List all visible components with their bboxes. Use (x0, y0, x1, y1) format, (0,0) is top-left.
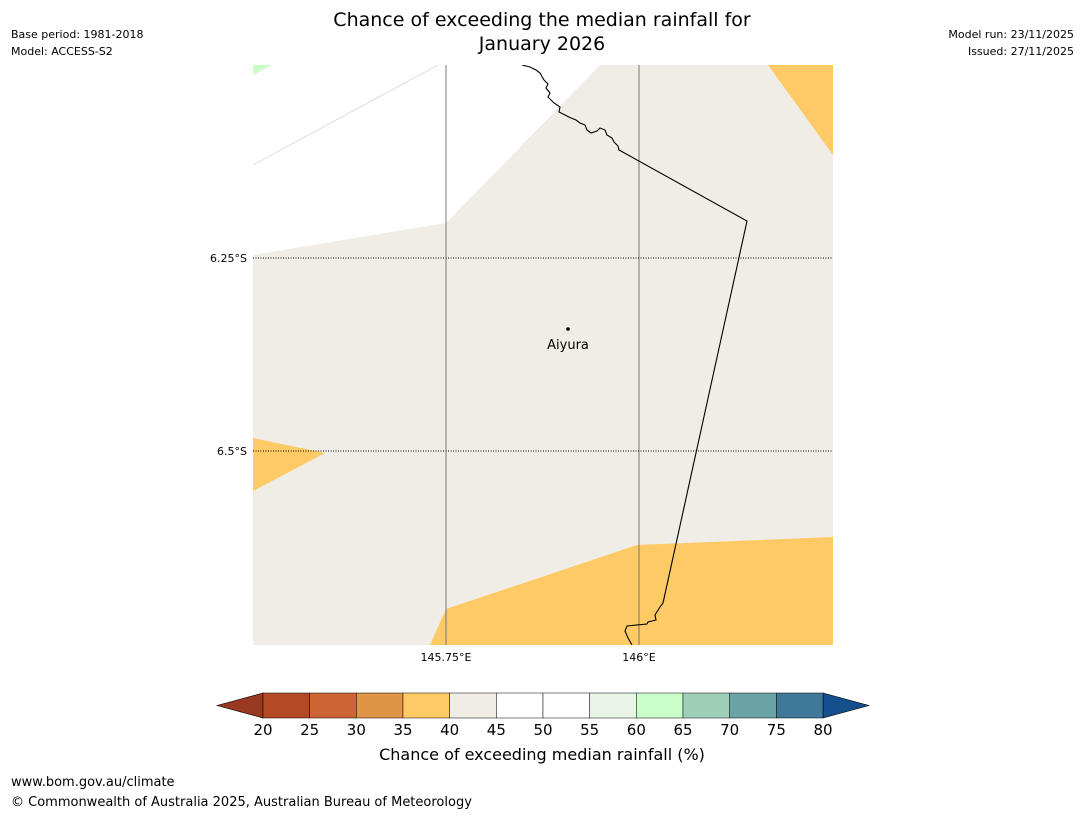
title-line-1: Chance of exceeding the median rainfall … (333, 9, 751, 31)
model-name: Model: ACCESS-S2 (11, 45, 113, 58)
colorbar-bin-45-50 (496, 692, 544, 719)
meta-left: Base period: 1981-2018 Model: ACCESS-S2 (11, 26, 143, 60)
colorbar-tick-55: 55 (580, 721, 599, 739)
lon-label-146: 146°E (622, 651, 655, 664)
aiyura-marker (566, 327, 570, 331)
colorbar-bin-30-35 (356, 692, 404, 719)
colorbar-tick-40: 40 (440, 721, 459, 739)
colorbar-tick-30: 30 (347, 721, 366, 739)
colorbar-bin-65-70 (682, 692, 730, 719)
lon-label-145-75: 145.75°E (421, 651, 472, 664)
model-run: Model run: 23/11/2025 (948, 28, 1074, 41)
colorbar-label: Chance of exceeding median rainfall (%) (379, 745, 705, 764)
base-period: Base period: 1981-2018 (11, 28, 144, 41)
region-35-40-s (430, 537, 833, 645)
colorbar-tick-50: 50 (533, 721, 552, 739)
colorbar-tick-25: 25 (300, 721, 319, 739)
title-line-2: January 2026 (478, 33, 606, 55)
colorbar-bin-25-30 (309, 692, 357, 719)
colorbar-bin-20-25 (262, 692, 310, 719)
lat-label-6-5: 6.5°S (217, 445, 247, 458)
colorbar-tick-80: 80 (813, 721, 832, 739)
colorbar-bin-50-55 (542, 692, 590, 719)
colorbar-under-arrow (215, 692, 264, 719)
aiyura-label: Aiyura (547, 338, 589, 353)
colorbar-bin-75-80 (776, 692, 824, 719)
contour-line-nw (253, 65, 439, 166)
colorbar-tick-45: 45 (487, 721, 506, 739)
colorbar-bins (262, 692, 824, 719)
colorbar-tick-60: 60 (627, 721, 646, 739)
lat-label-6-25: 6.25°S (210, 252, 247, 265)
footer-url[interactable]: www.bom.gov.au/climate (11, 775, 175, 790)
colorbar-bin-70-75 (729, 692, 777, 719)
colorbar-tick-70: 70 (720, 721, 739, 739)
colorbar-bin-55-60 (589, 692, 637, 719)
colorbar-tick-20: 20 (253, 721, 272, 739)
colorbar-tick-65: 65 (673, 721, 692, 739)
provincial-boundary (521, 65, 748, 645)
issued-date: Issued: 27/11/2025 (967, 45, 1074, 58)
footer-copyright: © Commonwealth of Australia 2025, Austra… (11, 795, 472, 810)
colorbar-ticks: 20 25 30 35 40 45 50 55 60 65 70 75 80 (253, 721, 832, 739)
colorbar-bin-40-45 (449, 692, 497, 719)
map-area: Aiyura (253, 65, 833, 645)
colorbar-tick-75: 75 (767, 721, 786, 739)
region-40-45-main (253, 65, 833, 645)
colorbar-over-arrow (822, 692, 871, 719)
region-60-65-nw (253, 65, 272, 75)
map-title: Chance of exceeding the median rainfall … (242, 8, 842, 56)
colorbar: 20 25 30 35 40 45 50 55 60 65 70 75 80 (215, 692, 871, 739)
region-35-40-ne (768, 65, 833, 155)
colorbar-bin-60-65 (636, 692, 684, 719)
meta-right: Model run: 23/11/2025 Issued: 27/11/2025 (948, 26, 1074, 60)
colorbar-bin-35-40 (402, 692, 450, 719)
colorbar-tick-35: 35 (393, 721, 412, 739)
